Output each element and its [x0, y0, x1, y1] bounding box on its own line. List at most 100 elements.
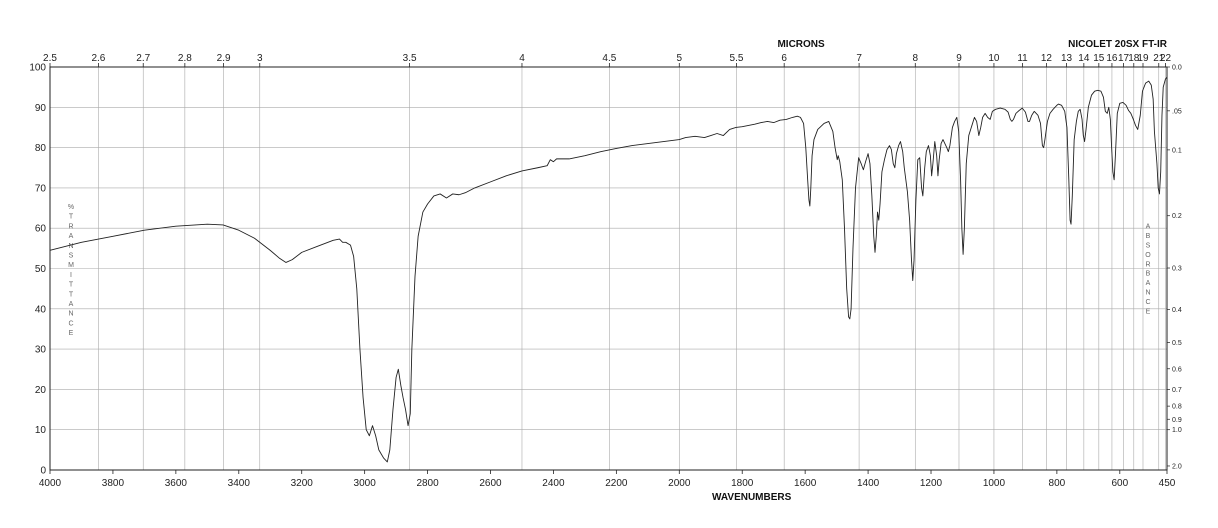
left-axis-title-letter: T	[69, 214, 74, 221]
top-tick-label: 19	[1137, 53, 1149, 64]
top-tick-label: 2.6	[91, 53, 105, 64]
right-axis-title-letter: B	[1146, 271, 1151, 278]
left-axis-title-letter: A	[69, 233, 74, 240]
bottom-tick-label: 3600	[165, 478, 188, 489]
left-axis-title-letter: I	[70, 272, 72, 279]
top-tick-label: 16	[1106, 53, 1118, 64]
top-tick-label: 17	[1118, 53, 1130, 64]
top-tick-label: 4.5	[602, 53, 616, 64]
top-tick-label: 2.5	[43, 53, 57, 64]
bottom-tick-label: 2600	[479, 478, 502, 489]
right-axis-title-letter: B	[1146, 233, 1151, 240]
right-axis-title-letter: A	[1146, 280, 1151, 287]
left-axis-title-letter: E	[69, 330, 74, 337]
bottom-tick-label: 1000	[983, 478, 1006, 489]
left-axis-title-letter: S	[69, 252, 74, 259]
bottom-axis-title: WAVENUMBERS	[712, 492, 792, 503]
absorbance-tick-label: 1.0	[1172, 427, 1182, 434]
bottom-tick-label: 3200	[291, 478, 314, 489]
spectrum-line	[49, 76, 1168, 463]
bottom-tick-label: 1600	[794, 478, 817, 489]
plot-frame	[49, 66, 1168, 471]
top-tick-label: 2.9	[217, 53, 231, 64]
left-axis-title-letter: R	[68, 223, 73, 230]
bottom-tick-label: 3800	[102, 478, 125, 489]
y-tick-label: 50	[35, 264, 47, 275]
left-axis-title-letter: N	[68, 311, 73, 318]
bottom-tick-label: 2000	[668, 478, 691, 489]
top-tick-label: 15	[1093, 53, 1105, 64]
y-tick-label: 90	[35, 103, 47, 114]
absorbance-tick-label: 0.8	[1172, 404, 1182, 411]
top-tick-label: 5.5	[730, 53, 744, 64]
y-tick-label: 20	[35, 385, 47, 396]
bottom-tick-label: 450	[1159, 478, 1176, 489]
top-tick-label: 6	[781, 53, 787, 64]
grid	[49, 66, 1167, 471]
absorbance-tick-label: .05	[1172, 108, 1182, 115]
top-tick-label: 10	[988, 53, 1000, 64]
absorbance-tick-label: 0.9	[1172, 417, 1182, 424]
series-group	[49, 76, 1168, 463]
right-axis-title-letter: R	[1145, 261, 1150, 268]
left-axis-title-letter: T	[69, 291, 74, 298]
y-tick-label: 30	[35, 345, 47, 356]
left-axis-title-letter: A	[69, 301, 74, 308]
left-axis-title-letter: C	[68, 320, 73, 327]
top-tick-label: 18	[1128, 53, 1140, 64]
y-tick-label: 80	[35, 143, 47, 154]
top-tick-label: 3.5	[403, 53, 417, 64]
bottom-tick-label: 1200	[920, 478, 943, 489]
instrument-label: NICOLET 20SX FT-IR	[1068, 39, 1168, 50]
right-axis-title-letter: O	[1145, 252, 1151, 259]
top-tick-label: 21	[1153, 53, 1165, 64]
absorbance-tick-label: 0.0	[1172, 65, 1182, 72]
bottom-tick-label: 4000	[39, 478, 62, 489]
plot-border	[49, 66, 1168, 471]
top-tick-label: 7	[856, 53, 862, 64]
top-tick-label: 3	[257, 53, 263, 64]
bottom-tick-label: 2800	[416, 478, 439, 489]
top-tick-label: 9	[956, 53, 962, 64]
left-axis-title-letter: T	[69, 282, 74, 289]
absorbance-tick-label: 2.0	[1172, 463, 1182, 470]
absorbance-tick-label: 0.7	[1172, 387, 1182, 394]
top-tick-label: 12	[1041, 53, 1053, 64]
left-axis-title-letter: N	[68, 243, 73, 250]
bottom-tick-label: 2200	[605, 478, 628, 489]
top-tick-label: 2.7	[136, 53, 150, 64]
absorbance-tick-label: 0.3	[1172, 266, 1182, 273]
y-tick-label: 70	[35, 183, 47, 194]
top-tick-label: 11	[1017, 53, 1028, 64]
right-axis-title-letter: N	[1145, 290, 1150, 297]
top-tick-label: 14	[1078, 53, 1090, 64]
right-axis-title-letter: S	[1146, 243, 1151, 250]
right-axis-title-letter: C	[1145, 299, 1150, 306]
absorbance-tick-label: 0.6	[1172, 366, 1182, 373]
top-tick-label: 4	[519, 53, 525, 64]
bottom-tick-label: 800	[1049, 478, 1066, 489]
y-tick-label: 0	[40, 466, 46, 477]
y-tick-label: 100	[29, 63, 46, 74]
top-tick-label: 2.8	[178, 53, 192, 64]
axis-titles: MICRONS WAVENUMBERS NICOLET 20SX FT-IR	[712, 39, 1168, 503]
absorbance-tick-label: 0.1	[1172, 147, 1182, 154]
top-tick-label: 22	[1160, 53, 1172, 64]
bottom-tick-label: 1800	[731, 478, 754, 489]
top-tick-label: 8	[913, 53, 919, 64]
right-axis-title-letter: E	[1146, 308, 1151, 315]
top-tick-label: 5	[677, 53, 683, 64]
y-tick-label: 40	[35, 304, 47, 315]
top-axis-title: MICRONS	[777, 39, 825, 50]
left-axis-title-letter: %	[68, 204, 74, 211]
absorbance-tick-label: 0.2	[1172, 213, 1182, 220]
absorbance-tick-label: 0.5	[1172, 340, 1182, 347]
bottom-tick-label: 3400	[228, 478, 251, 489]
top-tick-label: 13	[1061, 53, 1073, 64]
